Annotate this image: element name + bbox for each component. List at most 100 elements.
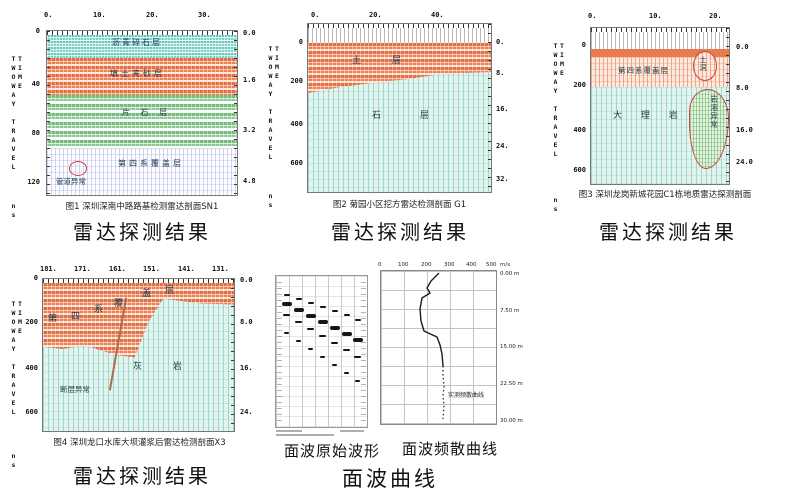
fig1-layer3-label: 片 石 层: [122, 108, 172, 117]
fig3-soil-cave-outline: [693, 51, 717, 81]
fig1-xtick: 20.: [146, 11, 159, 19]
seismic-trace: [294, 308, 304, 312]
seismic-trace: [331, 342, 338, 344]
fig4-ytick-left: 600: [25, 408, 38, 416]
fig3-xtick: 10.: [649, 12, 662, 20]
seismic-trace: [319, 335, 326, 337]
disp-xtick: 200: [421, 262, 432, 268]
fig2-radar-plot: [307, 23, 492, 193]
fig1-layer2-label: 填土夹砂层: [110, 69, 165, 78]
fig4-rock-label: 灰 岩: [133, 362, 196, 372]
fig4-xtick: 151.: [143, 265, 160, 273]
fig2-air-band: [308, 28, 491, 43]
fig2-soil-label: 土 层: [352, 56, 415, 66]
fig2-ytick-right: 16.: [496, 105, 509, 113]
fig2-result-title: 雷达探测结果: [331, 222, 469, 244]
seismic-trace: [284, 332, 289, 334]
fig3-ytick-right: 16.0: [736, 126, 753, 134]
fig1-ytick-left: 80: [31, 129, 40, 137]
fig2-ytick-left: 600: [290, 159, 303, 167]
fig4-ytick-left: 0: [33, 274, 38, 282]
disp-xtick: 400: [466, 262, 477, 268]
fig4-scatter-char: 四: [71, 312, 81, 322]
seismic-trace: [320, 356, 325, 358]
wave-dispersion-caption: 面波频散曲线: [401, 442, 498, 458]
fig4-ytick-right: 16.: [240, 364, 253, 372]
fig1-radar-plot: [46, 30, 238, 196]
seismic-trace: [320, 306, 326, 308]
dispersion-curve: [419, 272, 445, 420]
wave-raw-caption: 面波原始波形: [283, 444, 380, 460]
fig3-ytick-left: 0: [581, 41, 586, 49]
fig2-ytick-right: 32.: [496, 175, 509, 183]
fig4-ytick-left: 400: [25, 364, 38, 372]
disp-depth-label: 15.00 m: [500, 344, 523, 350]
fig1-ytick-right: 4.8: [243, 177, 256, 185]
fig3-surface-band: [591, 49, 729, 57]
wave-trace-numbers-right: [361, 282, 366, 423]
fig1-ytick-left: 120: [27, 178, 40, 186]
seismic-trace: [284, 294, 290, 296]
wave-dispersion-plot: [380, 270, 497, 425]
fig4-scatter-char: 盖: [142, 289, 152, 299]
seismic-trace: [353, 338, 363, 342]
fig2-xtick: 0.: [311, 11, 320, 19]
fig1-right-ticks: [234, 31, 237, 195]
fig2-ytick-left: 400: [290, 120, 303, 128]
fig1-result-title: 雷达探测结果: [73, 222, 211, 244]
seismic-trace: [343, 349, 350, 351]
seismic-trace: [344, 314, 350, 316]
fig1-layer4-label: 第四系覆盖层: [118, 159, 184, 168]
seismic-trace: [355, 380, 360, 382]
fig1-ytick-left: 40: [31, 80, 40, 88]
fig1-layer-rubble: [47, 95, 237, 148]
seismic-trace: [355, 319, 361, 321]
fig2-right-ticks: [488, 24, 491, 192]
fig1-caption: 图1 深圳深南中路路基检测雷达剖面SN1: [65, 202, 219, 212]
fig3-y-axis-unit: ns: [551, 196, 560, 214]
seismic-trace: [330, 326, 340, 330]
seismic-trace: [318, 320, 328, 324]
fig4-xtick: 161.: [109, 265, 126, 273]
seismic-trace: [296, 340, 301, 342]
fig2-xtick: 20.: [369, 11, 382, 19]
fig1-layer-fill: [47, 58, 237, 95]
fig2-ytick-right: 8.: [496, 69, 505, 77]
disp-xtick: 100: [398, 262, 409, 268]
fig4-fault-label: 断层异常: [60, 385, 90, 394]
fig3-xtick: 20.: [709, 12, 722, 20]
fig2-ytick-left: 0: [298, 38, 303, 46]
fig2-y-axis-unit: ns: [266, 192, 275, 210]
fig1-layer1-label: 沥青碎石层: [112, 38, 162, 47]
fig3-cover-label: 第四系覆盖层: [618, 66, 669, 75]
wave-record-footer-text: [340, 430, 364, 432]
disp-xtick: 0: [378, 262, 382, 268]
fig1-anomaly-circle: [69, 161, 87, 176]
fig1-ytick-right: 3.2: [243, 126, 256, 134]
fig4-scatter-char: 覆: [114, 299, 124, 309]
fig3-ytick-left: 400: [573, 126, 586, 134]
fig4-xtick: 131.: [212, 265, 229, 273]
fig4-ytick-left: 200: [25, 318, 38, 326]
fig1-xtick: 30.: [198, 11, 211, 19]
fig4-scatter-char: 系: [94, 305, 104, 315]
fig2-caption: 图2 菊园小区挖方雷达检测剖面 G1: [332, 200, 467, 210]
seismic-trace: [296, 298, 302, 300]
fig2-ytick-right: 24.: [496, 142, 509, 150]
seismic-trace: [307, 328, 314, 330]
fig4-xtick: 181.: [40, 265, 57, 273]
fig1-layer-asphalt: [47, 35, 237, 58]
fig4-xtick: 141.: [178, 265, 195, 273]
fig4-y-axis-unit: ns: [9, 452, 18, 470]
fig1-xtick: 0.: [44, 11, 53, 19]
wave-record-footer-text: [276, 434, 334, 436]
fig3-air-band: [591, 32, 729, 49]
seismic-trace: [282, 302, 292, 306]
disp-depth-label: 22.50 m: [500, 381, 523, 387]
seismic-trace: [342, 332, 352, 336]
fig4-scatter-char: 第: [48, 314, 58, 324]
fig4-y-axis-title: TWOWAY TRAVEL TIME: [9, 300, 25, 417]
fig4-caption: 图4 深圳龙口水库大坝灌浆后雷达检测剖面X3: [53, 438, 226, 448]
fig1-anomaly-label: 管道异常: [56, 177, 86, 186]
fig1-ytick-right: 1.6: [243, 76, 256, 84]
